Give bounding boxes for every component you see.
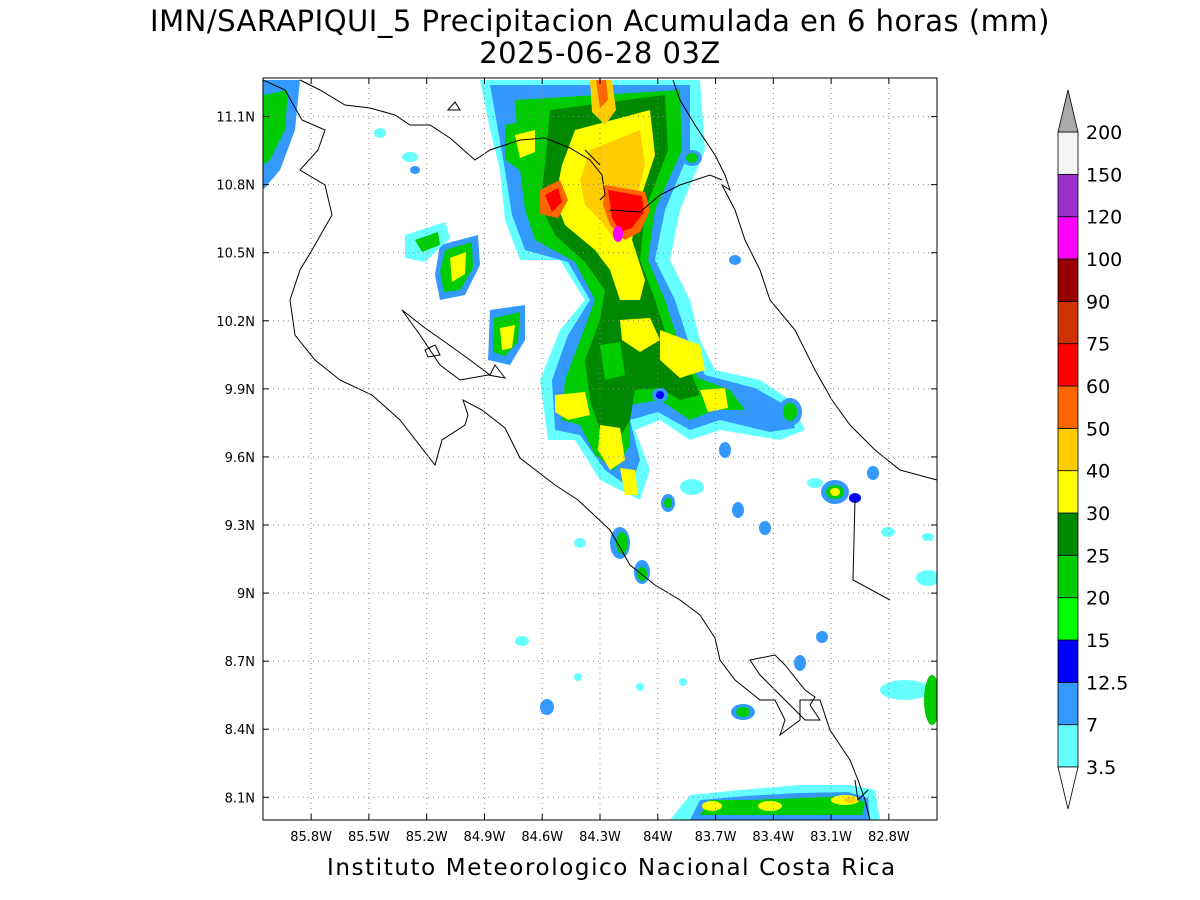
colorbar-box xyxy=(1057,470,1079,514)
colorbar-label: 40 xyxy=(1086,461,1110,483)
lat-tick-label: 9.3N xyxy=(225,519,255,534)
lat-tick-label: 8.4N xyxy=(225,723,255,738)
footer-credit: Instituto Meteorologico Nacional Costa R… xyxy=(327,855,897,881)
colorbar-label: 150 xyxy=(1086,164,1122,186)
precip-cluster-north xyxy=(480,80,805,500)
colorbar-high-arrow xyxy=(1057,89,1079,133)
lon-tick-label: 84.6W xyxy=(521,830,563,845)
lat-tick-label: 9.6N xyxy=(225,451,255,466)
colorbar-label: 12.5 xyxy=(1086,672,1128,694)
precip-cells-west xyxy=(263,80,545,365)
chart-subtitle: 2025-06-28 03Z xyxy=(479,36,721,70)
lat-tick-label: 8.1N xyxy=(225,791,255,806)
colorbar-box xyxy=(1057,554,1079,599)
colorbar-label: 30 xyxy=(1086,503,1110,525)
colorbar-label: 3.5 xyxy=(1086,757,1116,779)
lon-tick-label: 84.3W xyxy=(579,830,621,845)
precip-band-south xyxy=(670,785,880,820)
colorbar-box xyxy=(1057,512,1079,556)
colorbar-label: 60 xyxy=(1086,376,1110,398)
colorbar-label: 200 xyxy=(1086,122,1122,144)
coastline xyxy=(263,79,937,820)
lon-tick-label: 82.8W xyxy=(868,830,910,845)
lon-tick-label: 83.7W xyxy=(695,830,737,845)
colorbar-box xyxy=(1057,343,1079,387)
lat-tick-label: 11.1N xyxy=(216,111,255,126)
lon-tick-label: 85.5W xyxy=(348,830,390,845)
lat-tick-label: 9N xyxy=(237,587,255,602)
colorbar-label: 100 xyxy=(1086,249,1122,271)
lon-tick-label: 84.9W xyxy=(464,830,506,845)
colorbar-box xyxy=(1057,300,1079,345)
colorbar-label: 50 xyxy=(1086,418,1110,440)
colorbar-low-arrow xyxy=(1057,766,1079,810)
colorbar-box xyxy=(1057,427,1079,472)
lon-tick-label: 83.4W xyxy=(752,830,794,845)
graticule xyxy=(263,78,937,820)
colorbar-box xyxy=(1057,681,1079,726)
colorbar-box xyxy=(1057,597,1079,641)
axes: 11.1N 10.8N 10.5N 10.2N 9.9N 9.6N 9.3N 9N 8.7N 8.… xyxy=(216,78,937,845)
lat-tick-label: 10.5N xyxy=(216,247,255,262)
chart-title: IMN/SARAPIQUI_5 Precipitacion Acumulada … xyxy=(150,4,1050,38)
lon-tick-label: 85.8W xyxy=(290,830,332,845)
colorbar: 3.5 7 12.5 15 20 25 30 40 50 60 75 90 100 120 150 200 xyxy=(1057,89,1128,810)
lon-tick-label: 84W xyxy=(643,830,673,845)
colorbar-label: 90 xyxy=(1086,291,1110,313)
colorbar-label: 25 xyxy=(1086,545,1110,567)
lat-tick-label: 10.2N xyxy=(216,315,255,330)
colorbar-box xyxy=(1057,724,1079,768)
precip-cells-southeast xyxy=(515,150,937,725)
colorbar-box xyxy=(1057,216,1079,260)
lat-tick-label: 9.9N xyxy=(225,383,255,398)
colorbar-label: 120 xyxy=(1086,207,1122,229)
colorbar-box xyxy=(1057,639,1079,683)
colorbar-box xyxy=(1057,258,1079,302)
lat-tick-label: 10.8N xyxy=(216,179,255,194)
lon-tick-label: 85.2W xyxy=(406,830,448,845)
colorbar-label: 20 xyxy=(1086,588,1110,610)
lat-tick-label: 8.7N xyxy=(225,655,255,670)
precipitation-field xyxy=(263,80,937,820)
colorbar-label: 15 xyxy=(1086,630,1110,652)
colorbar-label: 7 xyxy=(1086,715,1098,737)
colorbar-box xyxy=(1057,385,1079,429)
colorbar-box xyxy=(1057,173,1079,218)
colorbar-label: 75 xyxy=(1086,334,1110,356)
lon-tick-label: 83.1W xyxy=(810,830,852,845)
colorbar-box xyxy=(1057,131,1079,175)
